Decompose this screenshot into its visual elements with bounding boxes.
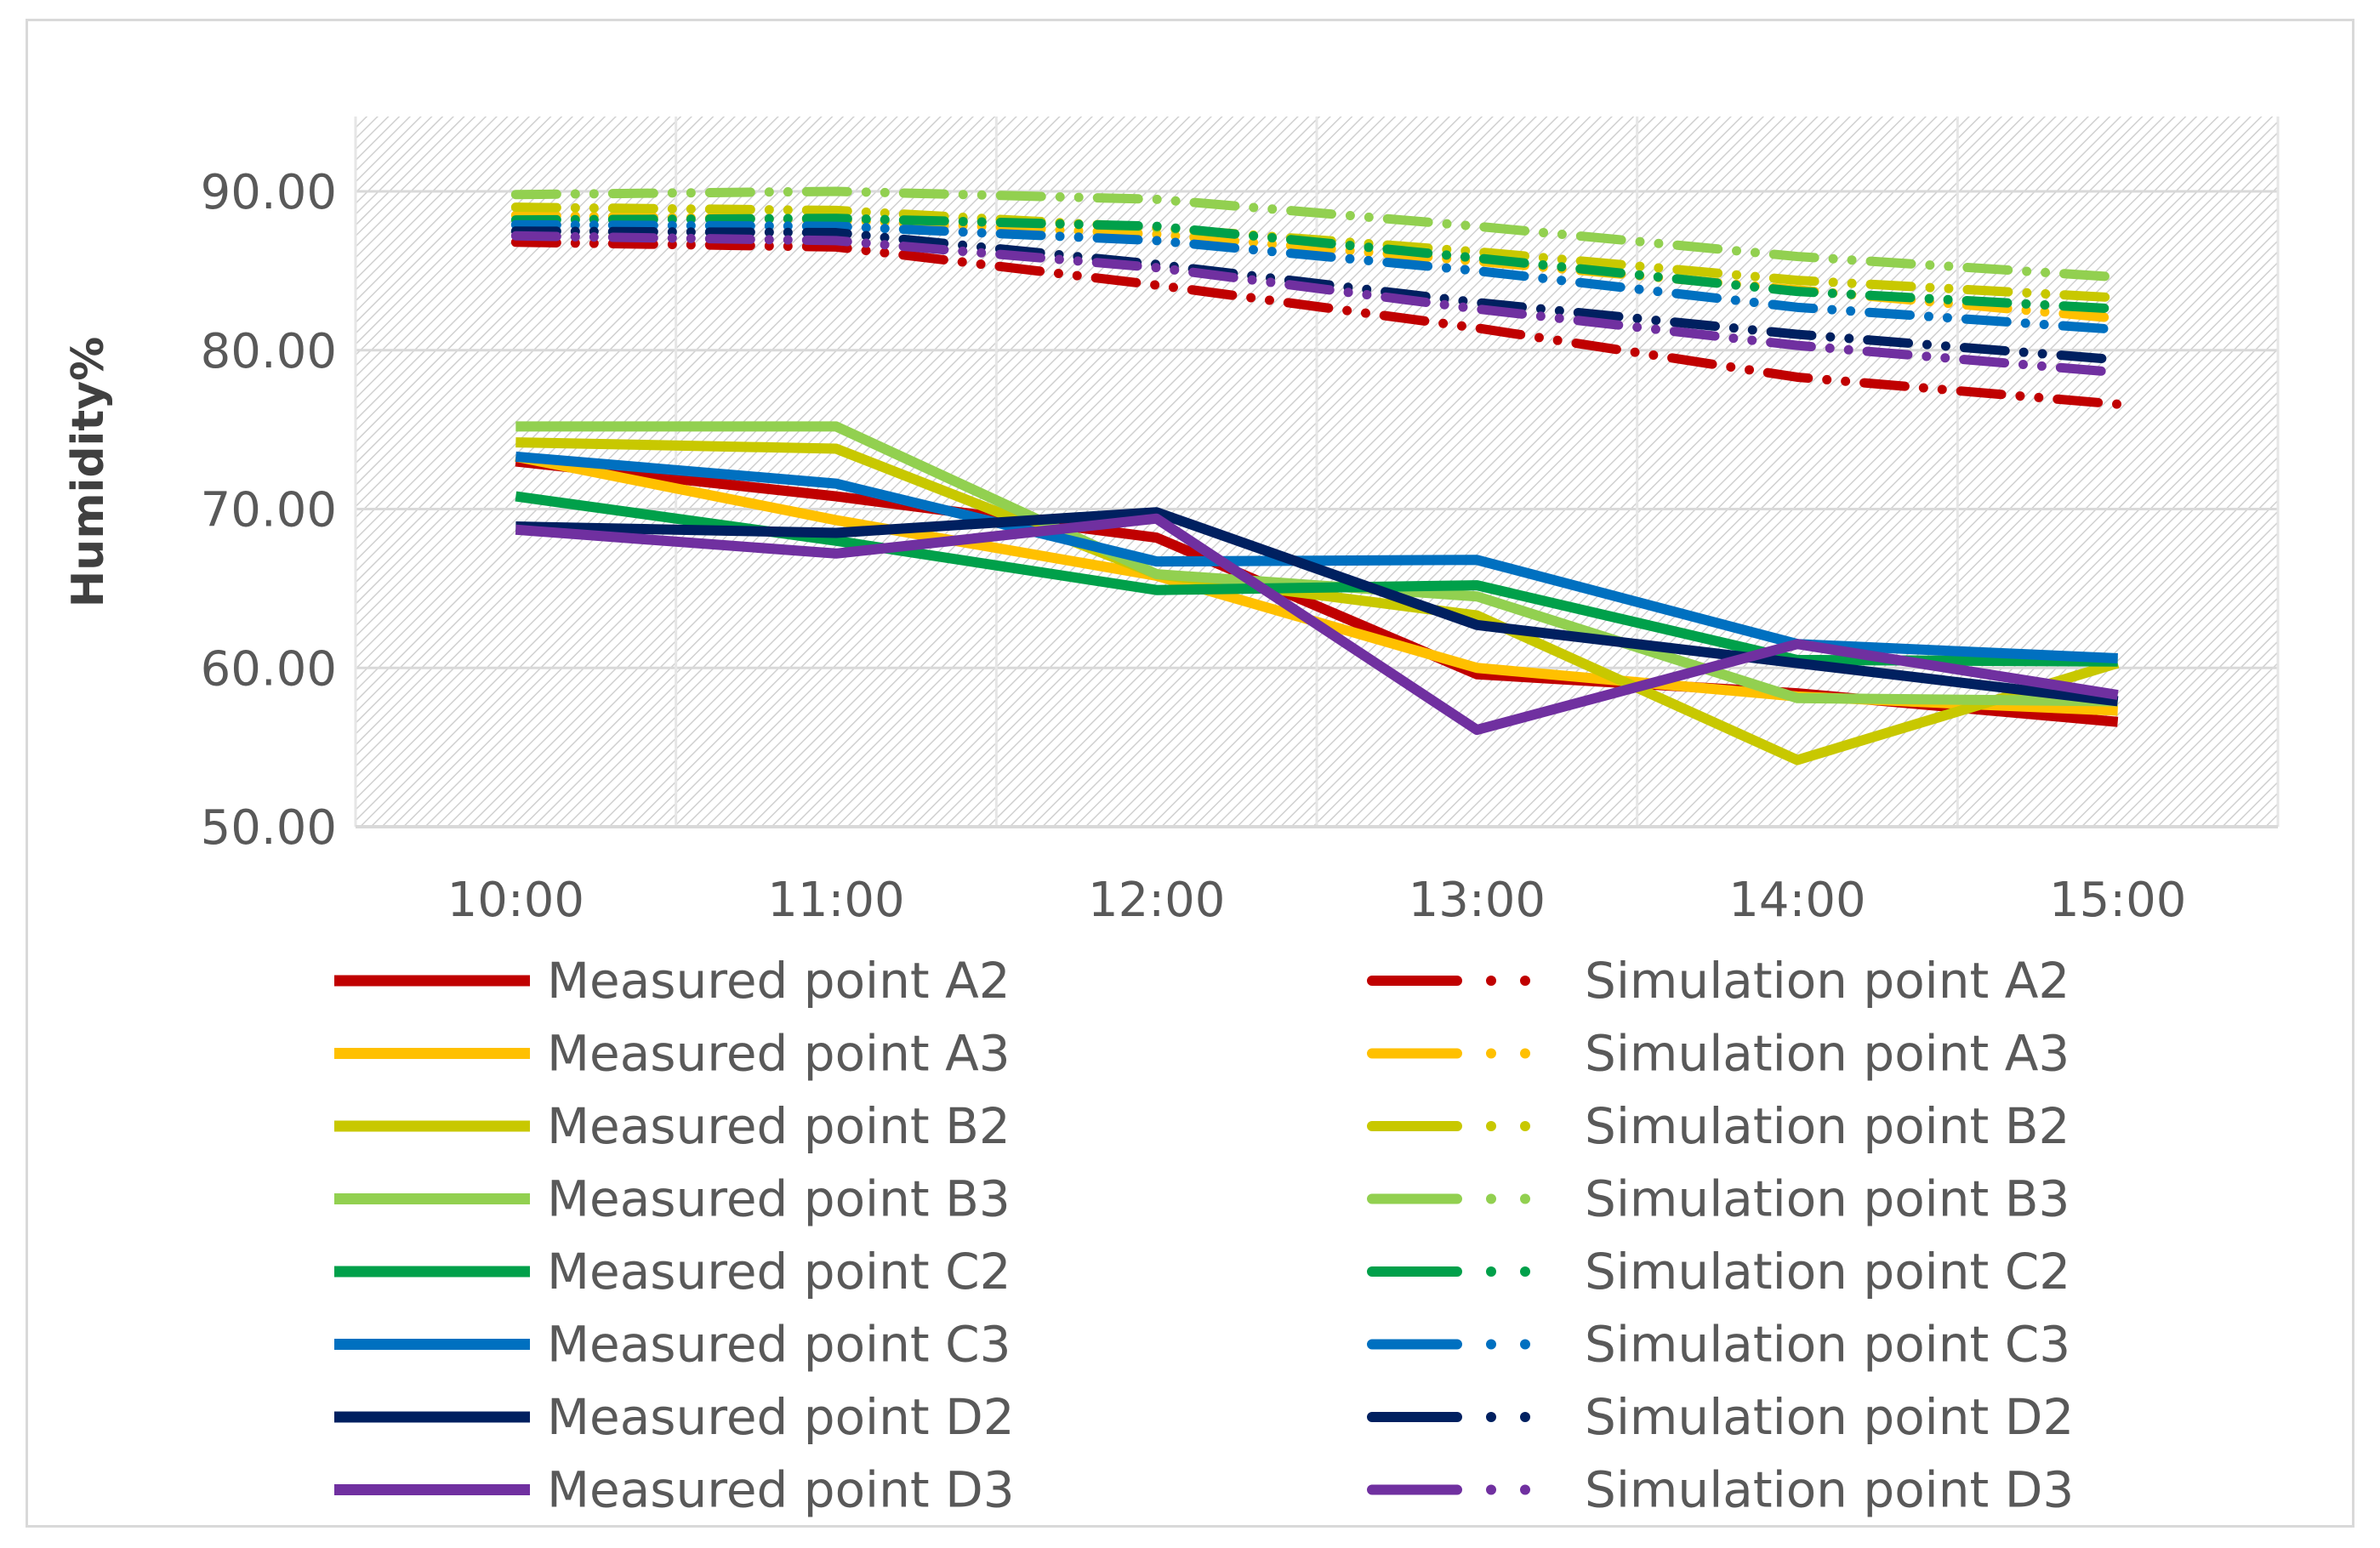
gridlines [354, 117, 2280, 828]
legend-entry: Measured point B2 [334, 1097, 1011, 1155]
legend-entry: Simulation point C2 [1367, 1243, 2070, 1300]
legend-entry: Simulation point B2 [1367, 1097, 2070, 1155]
series-line [510, 213, 2123, 314]
legend: Measured point A2 Measured point A3 Measur… [334, 952, 2074, 1519]
legend-label: Measured point A2 [547, 952, 1011, 1010]
legend-entry: Simulation point B3 [1367, 1170, 2070, 1228]
legend-label: Simulation point A3 [1585, 1025, 2070, 1083]
legend-label: Measured point B2 [547, 1097, 1011, 1155]
legend-label: Simulation point D3 [1585, 1461, 2074, 1519]
series-layer [510, 186, 2123, 765]
legend-entry: Measured point D3 [334, 1461, 1015, 1519]
legend-entry: Simulation point A3 [1367, 1025, 2070, 1083]
legend-entry: Measured point D2 [334, 1388, 1015, 1446]
legend-entry: Measured point C3 [334, 1316, 1011, 1374]
x-tick-label: 11:00 [767, 873, 904, 928]
x-tick-label: 12:00 [1088, 873, 1225, 928]
legend-label: Measured point D2 [547, 1388, 1015, 1446]
legend-label: Simulation point A2 [1585, 952, 2070, 1010]
x-tick-label: 13:00 [1409, 873, 1546, 928]
legend-entry: Simulation point D3 [1367, 1461, 2074, 1519]
y-tick-label: 60.00 [201, 641, 337, 697]
legend-label: Simulation point C2 [1585, 1243, 2070, 1300]
x-tick-label: 15:00 [2049, 873, 2186, 928]
y-tick-label: 80.00 [201, 324, 337, 379]
legend-entry: Measured point B3 [334, 1170, 1011, 1228]
legend-label: Measured point C3 [547, 1316, 1011, 1374]
series-line [515, 507, 2119, 707]
legend-label: Simulation point D2 [1585, 1388, 2074, 1446]
legend-label: Measured point A3 [547, 1025, 1011, 1083]
y-tick-label: 50.00 [201, 800, 337, 856]
legend-label: Simulation point B2 [1585, 1097, 2070, 1155]
series-line [515, 513, 2119, 736]
series-line [510, 219, 2123, 334]
y-axis-label: Humidity% [63, 337, 114, 607]
line-chart: 90.00 80.00 70.00 60.00 50.00 10:00 11:00 12:0… [63, 117, 2280, 1519]
legend-entry: Simulation point D2 [1367, 1388, 2074, 1446]
series-line [510, 230, 2123, 378]
x-axis-tick-labels: 10:00 11:00 12:00 13:00 14:00 15:00 [447, 873, 2187, 928]
legend-label: Simulation point B3 [1585, 1170, 2070, 1228]
legend-label: Measured point C2 [547, 1243, 1011, 1300]
legend-label: Simulation point C3 [1585, 1316, 2070, 1374]
y-tick-label: 90.00 [201, 165, 337, 220]
y-tick-label: 70.00 [201, 483, 337, 538]
legend-entry: Measured point C2 [334, 1243, 1011, 1300]
x-tick-label: 10:00 [447, 873, 584, 928]
series-line [515, 437, 2120, 765]
legend-entry: Simulation point C3 [1367, 1316, 2070, 1374]
series-line [510, 237, 2123, 409]
legend-entry: Measured point A3 [334, 1025, 1011, 1083]
chart-frame: 90.00 80.00 70.00 60.00 50.00 10:00 11:00 12:0… [26, 19, 2354, 1528]
legend-label: Measured point D3 [547, 1461, 1015, 1519]
legend-label: Measured point B3 [547, 1170, 1011, 1228]
series-line [510, 186, 2123, 282]
y-axis-tick-labels: 90.00 80.00 70.00 60.00 50.00 [201, 165, 337, 856]
x-tick-label: 14:00 [1728, 873, 1865, 928]
series-line [515, 451, 2118, 664]
legend-entry: Measured point A2 [334, 952, 1011, 1010]
legend-entry: Simulation point A2 [1367, 952, 2070, 1010]
series-line [510, 226, 2123, 365]
